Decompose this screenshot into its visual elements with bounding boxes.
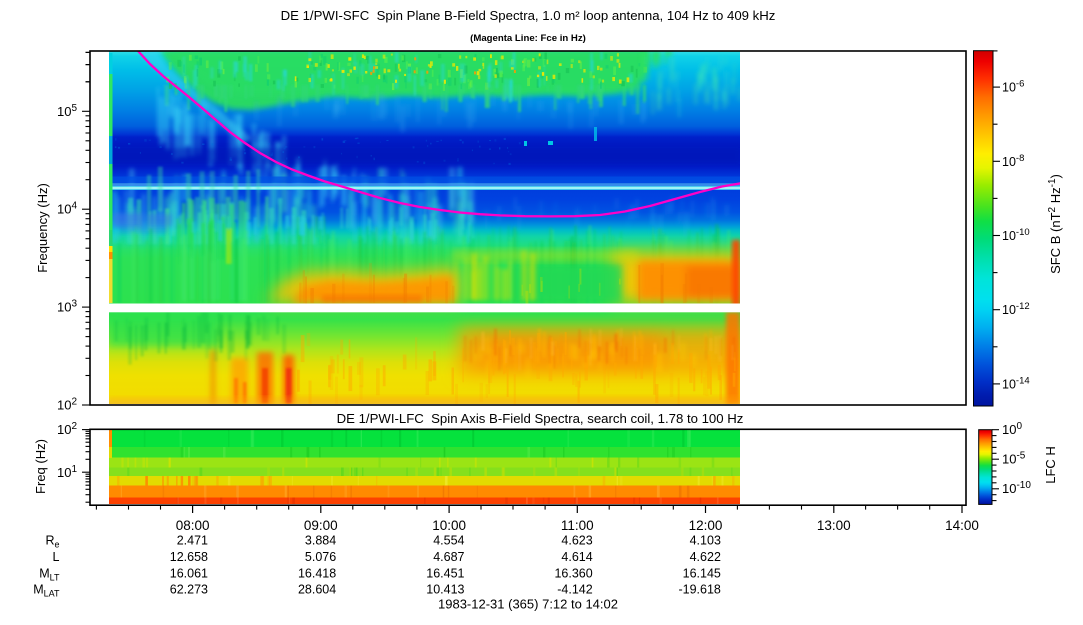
svg-text:10.413: 10.413 — [426, 583, 464, 597]
svg-text:28.604: 28.604 — [298, 583, 336, 597]
svg-text:DE 1/PWI-SFC Spin Plane B-Fie: DE 1/PWI-SFC Spin Plane B-Field Spectra,… — [281, 8, 776, 23]
svg-text:14:00: 14:00 — [945, 518, 979, 533]
svg-text:16.451: 16.451 — [426, 567, 464, 581]
svg-text:4.687: 4.687 — [433, 550, 464, 564]
svg-text:(Magenta Line: Fce in Hz): (Magenta Line: Fce in Hz) — [470, 33, 586, 44]
svg-text:13:00: 13:00 — [817, 518, 851, 533]
svg-text:Frequency (Hz): Frequency (Hz) — [35, 183, 50, 273]
svg-text:09:00: 09:00 — [304, 518, 338, 533]
svg-text:SFC B (nT2 Hz-1): SFC B (nT2 Hz-1) — [1047, 174, 1063, 274]
svg-text:08:00: 08:00 — [176, 518, 210, 533]
svg-text:4.103: 4.103 — [690, 533, 721, 547]
svg-text:Freq (Hz): Freq (Hz) — [33, 439, 48, 494]
svg-text:L: L — [53, 550, 60, 564]
svg-text:5.076: 5.076 — [305, 550, 336, 564]
svg-text:LFC H: LFC H — [1043, 446, 1058, 484]
svg-text:-4.142: -4.142 — [557, 583, 592, 597]
svg-text:16.360: 16.360 — [554, 567, 592, 581]
svg-text:DE 1/PWI-LFC Spin Axis B-Fiel: DE 1/PWI-LFC Spin Axis B-Field Spectra, … — [337, 411, 744, 426]
svg-text:12.658: 12.658 — [170, 550, 208, 564]
svg-text:3.884: 3.884 — [305, 533, 336, 547]
svg-text:16.418: 16.418 — [298, 567, 336, 581]
svg-text:4.622: 4.622 — [690, 550, 721, 564]
svg-text:-19.618: -19.618 — [678, 583, 720, 597]
svg-text:12:00: 12:00 — [689, 518, 723, 533]
svg-text:1983-12-31 (365) 7:12 to 14:02: 1983-12-31 (365) 7:12 to 14:02 — [438, 596, 618, 611]
svg-text:10:00: 10:00 — [432, 518, 466, 533]
svg-text:4.614: 4.614 — [561, 550, 592, 564]
svg-text:4.554: 4.554 — [433, 533, 464, 547]
svg-text:4.623: 4.623 — [561, 533, 592, 547]
svg-text:11:00: 11:00 — [561, 518, 594, 533]
svg-text:2.471: 2.471 — [177, 533, 208, 547]
svg-text:16.145: 16.145 — [683, 567, 721, 581]
svg-text:62.273: 62.273 — [170, 583, 208, 597]
svg-text:16.061: 16.061 — [170, 567, 208, 581]
